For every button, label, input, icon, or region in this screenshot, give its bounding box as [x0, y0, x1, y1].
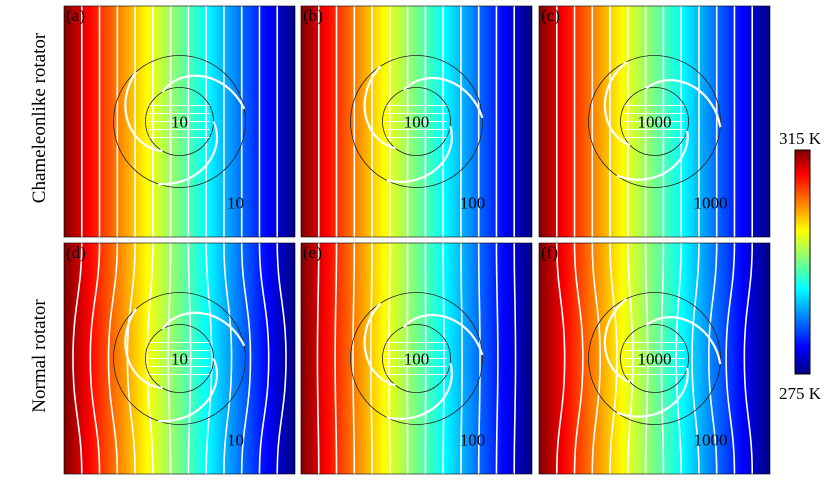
panel-letter-d: (d) — [66, 243, 86, 262]
blade-curve — [386, 362, 454, 421]
outer-value-label: 1000 — [694, 194, 728, 213]
isotherm-line — [573, 243, 584, 474]
blade-curve — [645, 79, 722, 128]
isotherm-line — [513, 243, 517, 474]
outer-circle — [350, 292, 483, 425]
outer-circle — [113, 292, 246, 425]
rotator-blades — [363, 302, 484, 421]
isotherm-line — [495, 243, 499, 474]
blade-curve — [645, 316, 722, 365]
rotator-blades — [124, 71, 246, 186]
blade-curve — [603, 297, 631, 384]
isotherm-line — [258, 243, 270, 474]
row-label-chameleonlike: Chameleonlike rotator — [29, 32, 50, 203]
isotherm-line — [555, 243, 566, 474]
outer-circle — [113, 55, 246, 188]
isotherm-line — [107, 243, 119, 474]
isotherm-line — [708, 243, 718, 474]
panel-c: (c) 1000 1000 — [538, 5, 771, 238]
panel-letter-f: (f) — [541, 243, 558, 262]
colorbar-min-label: 275 K — [779, 384, 822, 403]
outer-value-label: 10 — [227, 194, 244, 213]
blade-curve — [403, 76, 484, 119]
inner-value-label: 1000 — [638, 350, 672, 369]
inner-value-label: 100 — [404, 350, 430, 369]
panel-letter-b: (b) — [303, 6, 323, 25]
isotherm-line — [691, 243, 700, 474]
row-label-normal: Normal rotator — [29, 299, 50, 413]
outer-value-label: 100 — [460, 194, 486, 213]
inner-circle — [620, 87, 689, 156]
outer-value-label: 1000 — [694, 431, 728, 450]
rotator-blades — [603, 297, 722, 418]
panel-frame — [300, 242, 533, 475]
inner-value-label: 100 — [404, 113, 430, 132]
inner-value-label: 10 — [171, 113, 188, 132]
isotherm-line — [370, 243, 373, 474]
inner-value-label: 10 — [171, 350, 188, 369]
outer-circle — [350, 55, 483, 188]
inner-circle — [620, 324, 689, 393]
rotator-blades — [124, 308, 246, 423]
panel-e: (e) 100 100 — [300, 242, 533, 475]
rotator-blades — [363, 65, 484, 184]
outer-circle — [588, 292, 721, 425]
blade-curve — [124, 308, 163, 389]
outer-value-label: 10 — [227, 431, 244, 450]
panel-b: (b) 100 100 — [300, 5, 533, 238]
colorbar-max-label: 315 K — [779, 129, 822, 148]
blade-curve — [161, 74, 246, 110]
inner-value-label: 1000 — [638, 113, 672, 132]
outer-value-label: 100 — [460, 431, 486, 450]
panel-frame — [300, 5, 533, 238]
isotherm-line — [205, 243, 213, 474]
rotator-blades — [603, 60, 722, 181]
panel-f: (f) 1000 1000 — [538, 242, 771, 475]
blade-curve — [124, 71, 163, 152]
isotherm-line — [240, 243, 252, 474]
isotherm-line — [743, 243, 754, 474]
panel-letter-c: (c) — [541, 6, 560, 25]
isotherm-line — [72, 243, 83, 474]
panel-frame — [538, 5, 771, 238]
blade-curve — [161, 311, 246, 347]
panel-d: (d) 10 10 — [63, 242, 296, 475]
isotherm-line — [477, 243, 481, 474]
inner-circle — [382, 324, 451, 393]
panel-letter-e: (e) — [303, 243, 322, 262]
panel-frame — [538, 242, 771, 475]
isotherm-line — [146, 243, 154, 474]
blade-curve — [603, 60, 631, 147]
blade-curve — [403, 313, 484, 356]
isotherm-line — [316, 243, 320, 474]
isotherm-line — [223, 243, 233, 474]
isotherm-line — [609, 243, 618, 474]
isotherm-line — [276, 243, 287, 474]
blade-curve — [616, 130, 689, 181]
blade-curve — [158, 121, 219, 186]
blade-curve — [363, 65, 396, 150]
isotherm-line — [352, 243, 356, 474]
isotherm-line — [725, 243, 736, 474]
panel-a: (a) 10 10 — [63, 5, 296, 238]
blade-curve — [363, 302, 396, 387]
isotherm-line — [460, 243, 463, 474]
panels-grid: (a) 10 10 (b) 100 100 (c) 1000 1000 (d) 10 10 (e) 100… — [63, 5, 771, 475]
isotherm-line — [334, 243, 338, 474]
isotherm-line — [591, 243, 601, 474]
panel-frame — [63, 242, 296, 475]
colorbar-gradient — [794, 149, 811, 375]
blade-curve — [386, 125, 454, 184]
blade-curve — [616, 367, 689, 418]
outer-circle — [588, 55, 721, 188]
panel-letter-a: (a) — [66, 6, 85, 25]
panel-frame — [63, 5, 296, 238]
inner-circle — [382, 87, 451, 156]
isotherm-line — [89, 243, 101, 474]
colorbar: 315 K 275 K — [779, 129, 822, 403]
blade-curve — [158, 358, 219, 423]
